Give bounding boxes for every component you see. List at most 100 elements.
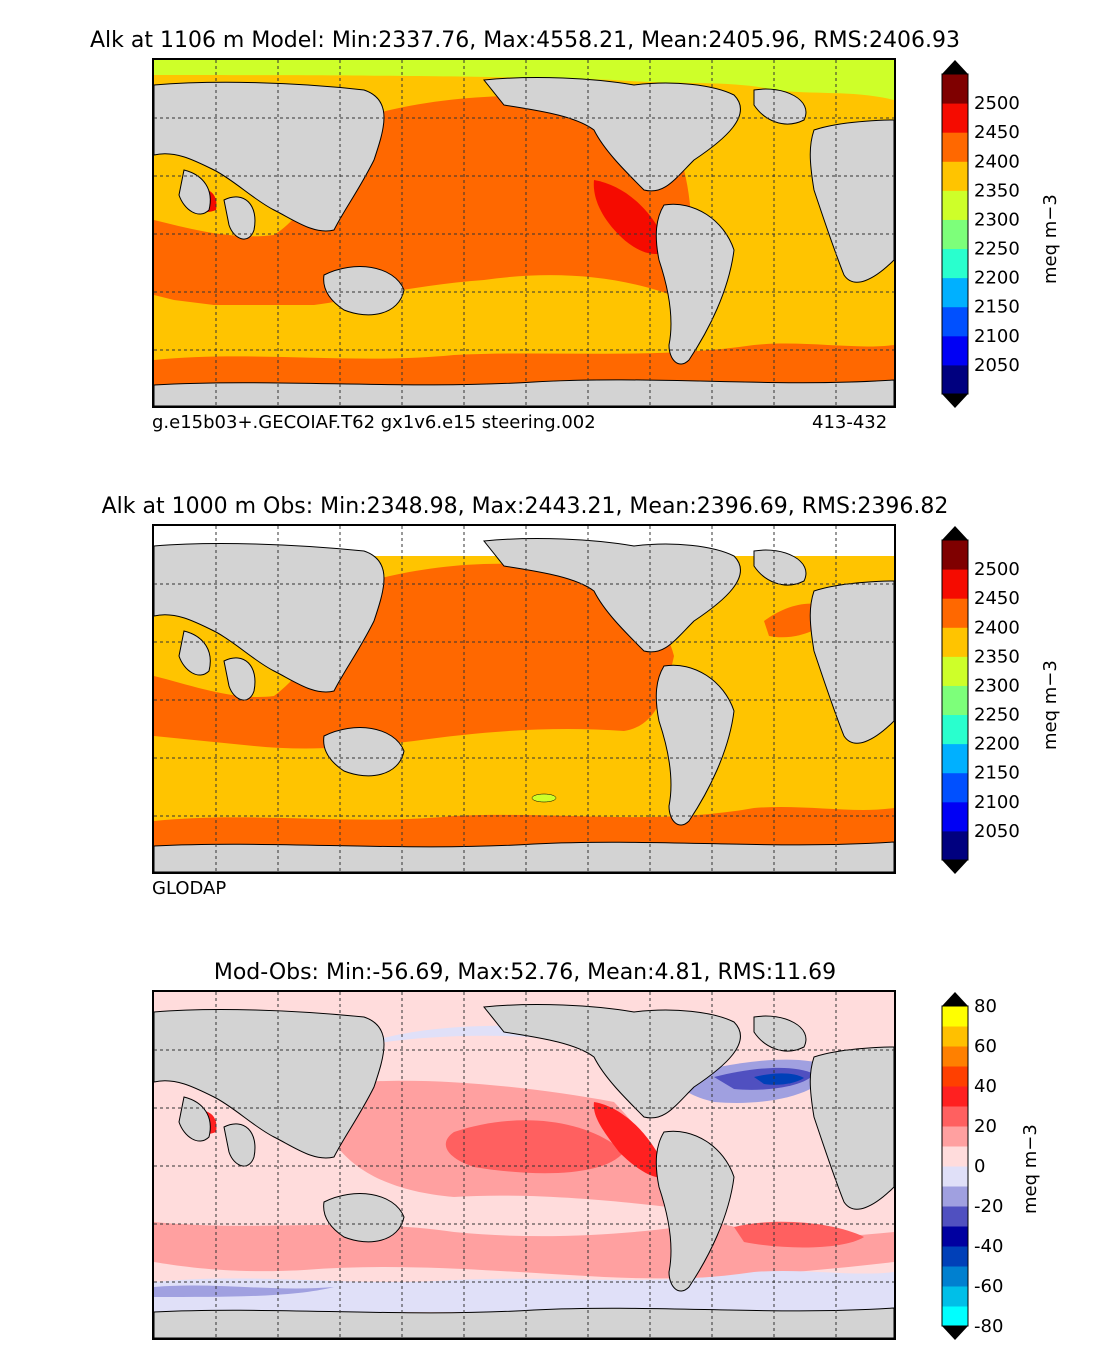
colorbar-tick-label: 80 <box>974 996 997 1017</box>
colorbar-segment <box>942 306 968 337</box>
north-america-land <box>483 77 741 192</box>
colorbar-tick-label: 20 <box>974 1116 997 1137</box>
greenland-land <box>753 549 807 586</box>
colorbar-segment <box>942 656 968 686</box>
colorbar-tick-label: 2500 <box>974 559 1020 580</box>
colorbar-segment <box>942 74 968 104</box>
south-america-land <box>655 1130 735 1292</box>
panel-2-caption-left: GLODAP <box>152 878 227 899</box>
greenland-land <box>753 1015 807 1052</box>
colorbar-segment <box>942 364 968 395</box>
colorbar-segment <box>942 627 968 657</box>
south-america-land <box>655 664 735 826</box>
grid-lines <box>154 526 894 872</box>
colorbar-segment <box>942 685 968 716</box>
continents <box>154 538 894 826</box>
pacific-high-zone <box>154 563 674 749</box>
low-spot <box>531 793 557 803</box>
colorbar-max-arrow <box>942 60 968 74</box>
arabia-land <box>178 169 211 215</box>
colorbar-tick-label: 2150 <box>974 763 1020 784</box>
colorbar-segment <box>942 1146 968 1167</box>
panel-3-map-svg <box>154 992 894 1338</box>
colorbar-segment <box>942 1106 968 1127</box>
colorbar-tick-label: 2100 <box>974 792 1020 813</box>
panel-3-title: Mod-Obs: Min:-56.69, Max:52.76, Mean:4.8… <box>213 960 837 985</box>
panel-1-map <box>152 58 896 408</box>
colorbar-min-arrow <box>942 860 968 874</box>
eurasia-land <box>154 81 385 232</box>
panel-3-colorbar-svg: -80 -60 -40 -20 0 20 40 60 80 <box>941 992 1003 1340</box>
colorbar-tick-label: 2350 <box>974 646 1020 667</box>
colorbar-tick-label: 40 <box>974 1076 997 1097</box>
colorbar-tick-label: 2250 <box>974 705 1020 726</box>
colorbar-segment <box>942 1046 968 1067</box>
colorbar-segment <box>942 132 968 162</box>
north-america-land <box>483 538 741 653</box>
colorbar-segment <box>942 569 968 599</box>
colorbar-frame <box>941 539 969 861</box>
colorbar-segment <box>942 1026 968 1047</box>
antarctica-land <box>154 1307 894 1338</box>
panel-2-map <box>152 524 896 874</box>
continents <box>154 77 894 365</box>
colorbar-max-arrow <box>942 992 968 1006</box>
colorbar-tick-label: 2200 <box>974 734 1020 755</box>
gulf-stream-neg-3 <box>754 1073 804 1085</box>
grid-lines <box>154 60 894 406</box>
colorbar-segment <box>942 1126 968 1147</box>
colorbar-tick-label: 2300 <box>974 675 1020 696</box>
peru-pos <box>593 1102 669 1178</box>
colorbar-segment <box>942 714 968 745</box>
panel-1-colorbar-svg: 2050 2100 2150 2200 2250 2300 2350 2400 2450 2500 <box>941 60 1020 408</box>
panel-1-map-svg <box>154 60 894 406</box>
colorbar-tick-label: 2400 <box>974 151 1020 172</box>
panel-2-colorbar: 2050 2100 2150 2200 2250 2300 2350 2400 2450 2500 <box>940 524 1068 882</box>
colorbar-segment <box>942 1306 968 1327</box>
colorbar-segment <box>942 830 968 861</box>
colorbar-tick-label: 2450 <box>974 122 1020 143</box>
panel-2-map-svg <box>154 526 894 872</box>
colorbar-tick-label: 2150 <box>974 297 1020 318</box>
colorbar-tick-label: 2100 <box>974 326 1020 347</box>
colorbar-segment <box>942 801 968 832</box>
south-atlantic-pos <box>734 1221 864 1248</box>
panel-3-units: meq m−3 <box>1020 1124 1041 1214</box>
colorbar-segment <box>942 1246 968 1267</box>
panel-1-units: meq m−3 <box>1040 194 1061 284</box>
colorbar-segment <box>942 1166 968 1187</box>
colorbar-min-arrow <box>942 1326 968 1340</box>
greenland-land <box>753 88 807 125</box>
colorbar-segment <box>942 540 968 570</box>
colorbar-tick-label: 2050 <box>974 821 1020 842</box>
north-america-land <box>483 1004 741 1119</box>
colorbar-tick-label: 2500 <box>974 93 1020 114</box>
colorbar-tick-label: 2200 <box>974 268 1020 289</box>
colorbar-segment <box>942 161 968 191</box>
panel-1-title: Alk at 1106 m Model: Min:2337.76, Max:45… <box>89 28 961 53</box>
colorbar-tick-label: 2050 <box>974 355 1020 376</box>
colorbar-segment <box>942 1286 968 1307</box>
colorbar-tick-label: 0 <box>974 1156 985 1177</box>
colorbar-min-arrow <box>942 394 968 408</box>
pacific-pos-2 <box>445 1120 624 1174</box>
arctic-band <box>154 60 894 100</box>
colorbar-segment <box>942 743 968 774</box>
colorbar-segment <box>942 248 968 279</box>
antarctica-land <box>154 379 894 406</box>
continents <box>154 1004 894 1292</box>
australia-land <box>323 266 405 316</box>
colorbar-segment <box>942 277 968 308</box>
panel-1-colorbar: 2050 2100 2150 2200 2250 2300 2350 2400 2450 2500 <box>940 58 1068 416</box>
colorbar-segment <box>942 1086 968 1107</box>
colorbar-tick-label: 60 <box>974 1036 997 1057</box>
colorbar-frame <box>941 1005 969 1327</box>
eurasia-land <box>154 543 385 693</box>
colorbar-segment <box>942 772 968 803</box>
india-land <box>223 196 256 240</box>
india-land <box>223 1123 256 1167</box>
africa-land <box>809 580 894 744</box>
panel-1-caption-left: g.e15b03+.GECOIAF.T62 gx1v6.e15 steering… <box>152 412 596 433</box>
grid-lines <box>154 992 894 1338</box>
colorbar-tick-label: -80 <box>974 1316 1003 1337</box>
